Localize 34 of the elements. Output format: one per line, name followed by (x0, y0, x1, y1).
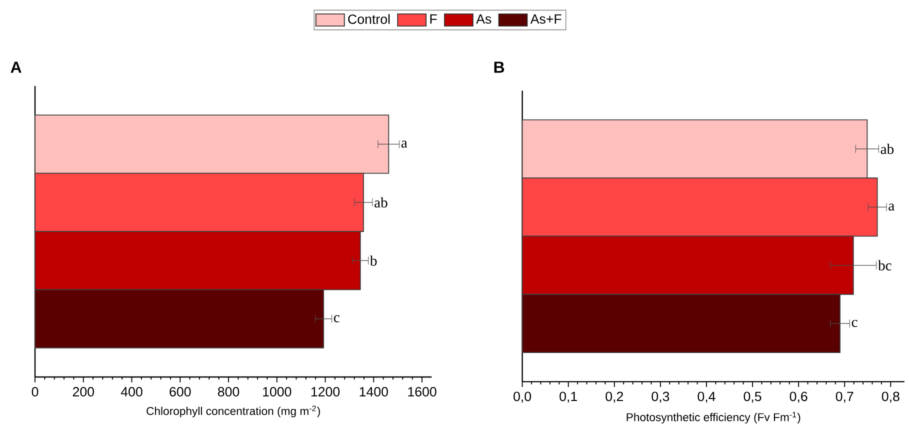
x-tick-label: 1000 (263, 387, 292, 396)
x-tick-label: 800 (218, 387, 240, 396)
x-tick-label: 600 (170, 387, 191, 396)
x-tick-label: 1200 (311, 387, 340, 396)
x-tick-label: 200 (72, 387, 94, 396)
x-tick-label: 0,1 (560, 392, 577, 403)
x-tick-label: 0,4 (698, 392, 716, 403)
x-axis-title: Chlorophyll concentration (mg m$^{-2}$) (146, 406, 320, 418)
data-label: c (334, 315, 340, 322)
chart-title: B (494, 62, 504, 73)
x-tick-label: 1400 (360, 387, 388, 396)
x-tick-label: 0,6 (790, 392, 808, 403)
data-label: b (370, 255, 377, 266)
x-axis-title: Photosynthetic efficiency (Fv Fm$^{-1}$) (626, 412, 800, 424)
legend-label: F (430, 14, 437, 24)
legend-label: As (476, 14, 492, 24)
x-tick-label: 0 (32, 387, 38, 396)
data-label: ab (374, 197, 388, 208)
x-tick-label: 0,8 (882, 392, 900, 403)
x-tick-label: 0,2 (606, 392, 623, 403)
data-label: a (401, 140, 408, 148)
x-tick-label: 0,5 (744, 392, 762, 403)
x-tick-label: 0,3 (652, 392, 670, 403)
x-tick-label: 1600 (408, 387, 436, 396)
x-tick-label: 0,0 (514, 392, 532, 403)
legend-label: Control (348, 14, 390, 24)
x-tick-label: 0,7 (836, 392, 854, 403)
data-label: ab (880, 144, 894, 154)
data-label: c (852, 320, 858, 328)
chart-title: A (10, 62, 22, 73)
data-label: bc (878, 260, 892, 270)
legend-label: As+F (530, 14, 562, 24)
x-tick-label: 400 (120, 387, 142, 396)
data-label: a (888, 204, 894, 211)
